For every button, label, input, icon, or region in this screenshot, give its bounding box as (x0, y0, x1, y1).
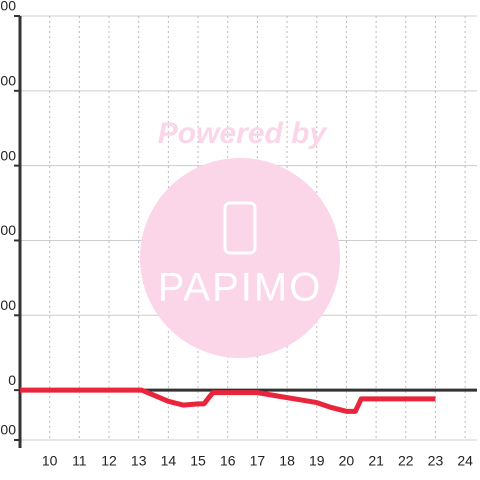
y-tick-label: 90,000 (0, 147, 16, 163)
x-tick-label: 22 (398, 453, 414, 469)
watermark-title: Powered by (158, 117, 328, 150)
data-line (20, 387, 436, 414)
watermark-logo: PAPIMO (158, 266, 323, 310)
y-tick-label: -20,000 (0, 422, 16, 438)
x-tick-label: 12 (101, 453, 117, 469)
x-tick-label: 23 (428, 453, 444, 469)
x-tick-label: 17 (250, 453, 266, 469)
x-tick-label: 11 (72, 453, 87, 469)
watermark-circle (140, 158, 340, 358)
watermark-icon (223, 201, 257, 255)
y-tick-label: 0 (8, 372, 16, 388)
x-tick-label: 14 (161, 453, 177, 469)
y-tick-label: 150,000 (0, 0, 16, 14)
y-tick-label: 30,000 (0, 297, 16, 313)
x-tick-label: 10 (42, 453, 58, 469)
x-tick-label: 15 (190, 453, 206, 469)
x-tick-label: 24 (457, 453, 473, 469)
watermark: Powered by PAPIMO (140, 117, 340, 358)
x-tick-label: 20 (339, 453, 355, 469)
x-tick-label: 18 (279, 453, 295, 469)
x-tick-label: 19 (309, 453, 325, 469)
y-tick-label: 120,000 (0, 73, 16, 89)
y-tick-label: 60,000 (0, 222, 16, 238)
x-tick-label: 21 (368, 453, 384, 469)
x-tick-label: 16 (220, 453, 236, 469)
x-tick-label: 13 (131, 453, 147, 469)
